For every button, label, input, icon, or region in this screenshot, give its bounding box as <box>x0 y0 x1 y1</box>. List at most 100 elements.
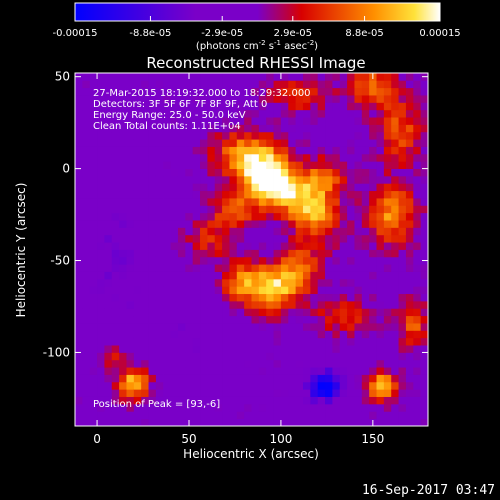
heatmap-cell <box>141 183 149 192</box>
heatmap-cell <box>133 190 142 199</box>
heatmap-cell <box>347 330 355 339</box>
heatmap-cell <box>251 212 260 221</box>
heatmap-cell <box>302 131 311 140</box>
heatmap-cell <box>354 73 363 81</box>
heatmap-cell <box>280 323 289 331</box>
heatmap-cell <box>222 403 230 412</box>
heatmap-cell <box>170 359 179 368</box>
heatmap-cell <box>244 308 252 317</box>
heatmap-cell <box>126 308 135 317</box>
heatmap-cell <box>405 264 414 272</box>
heatmap-cell <box>251 87 260 96</box>
heatmap-cell <box>332 131 341 140</box>
heatmap-cell <box>214 418 223 427</box>
heatmap-cell <box>214 300 223 309</box>
heatmap-cell <box>97 117 105 125</box>
heatmap-cell <box>244 146 252 155</box>
heatmap-cell <box>310 367 319 375</box>
heatmap-cell <box>258 300 267 309</box>
heatmap-cell <box>192 212 201 221</box>
heatmap-cell <box>170 131 179 140</box>
heatmap-cell <box>185 249 194 258</box>
heatmap-cell <box>75 87 83 96</box>
heatmap-cell <box>236 153 245 162</box>
heatmap-cell <box>111 102 120 111</box>
heatmap-cell <box>369 95 377 103</box>
heatmap-cell <box>155 242 164 250</box>
heatmap-cell <box>236 95 245 103</box>
heatmap-cell <box>413 198 422 206</box>
heatmap-cell <box>332 389 341 397</box>
heatmap-cell <box>280 293 289 302</box>
heatmap-cell <box>111 264 120 272</box>
heatmap-cell <box>361 242 370 250</box>
heatmap-cell <box>214 102 223 111</box>
heatmap-cell <box>82 278 91 287</box>
heatmap-cell <box>236 73 245 81</box>
heatmap-cell <box>295 300 304 309</box>
heatmap-cell <box>163 271 171 280</box>
heatmap-cell <box>163 242 171 250</box>
heatmap-cell <box>141 367 149 375</box>
heatmap-cell <box>288 102 297 111</box>
heatmap-cell <box>398 367 407 375</box>
heatmap-cell <box>332 146 341 155</box>
heatmap-cell <box>75 242 83 250</box>
heatmap-cell <box>347 345 355 353</box>
heatmap-cell <box>302 109 311 118</box>
heatmap-cell <box>354 242 363 250</box>
info-line: Detectors: 3F 5F 6F 7F 8F 9F, Att 0 <box>93 99 267 110</box>
y-tick-label: 0 <box>62 162 70 176</box>
heatmap-cell <box>391 212 399 221</box>
heatmap-cell <box>332 374 341 383</box>
heatmap-cell <box>163 330 171 339</box>
heatmap-cell <box>302 286 311 295</box>
heatmap-cell <box>251 220 260 228</box>
heatmap-cell <box>133 330 142 339</box>
heatmap-cell <box>163 117 171 125</box>
heatmap-cell <box>200 308 208 317</box>
heatmap-cell <box>266 87 274 96</box>
heatmap-cell <box>317 227 326 236</box>
heatmap-cell <box>295 352 304 361</box>
heatmap-cell <box>200 198 208 206</box>
heatmap-cell <box>141 396 149 405</box>
heatmap-cell <box>325 278 333 287</box>
heatmap-cell <box>170 293 179 302</box>
heatmap-cell <box>354 205 363 214</box>
heatmap-cell <box>222 109 230 118</box>
heatmap-cell <box>89 117 98 125</box>
heatmap-cell <box>413 403 422 412</box>
heatmap-cell <box>192 146 201 155</box>
heatmap-cell <box>420 117 429 125</box>
heatmap-cell <box>229 256 238 265</box>
heatmap-cell <box>302 352 311 361</box>
heatmap-cell <box>104 190 113 199</box>
heatmap-cell <box>207 367 216 375</box>
heatmap-cell <box>82 146 91 155</box>
heatmap-cell <box>391 146 399 155</box>
heatmap-cell <box>111 131 120 140</box>
heatmap-cell <box>229 293 238 302</box>
heatmap-cell <box>376 323 385 331</box>
heatmap-cell <box>192 234 201 243</box>
heatmap-cell <box>391 227 399 236</box>
heatmap-cell <box>155 418 164 427</box>
heatmap-cell <box>310 293 319 302</box>
colorbar-tick-label: -8.8e-05 <box>129 28 171 39</box>
heatmap-cell <box>280 300 289 309</box>
heatmap-cell <box>266 205 274 214</box>
heatmap-cell <box>317 80 326 89</box>
heatmap-cell <box>420 403 429 412</box>
heatmap-cell <box>155 337 164 346</box>
heatmap-cell <box>229 139 238 147</box>
heatmap-cell <box>126 315 135 324</box>
heatmap-cell <box>332 117 341 125</box>
heatmap-cell <box>288 190 297 199</box>
heatmap-cell <box>141 198 149 206</box>
heatmap-cell <box>258 278 267 287</box>
heatmap-cell <box>376 374 385 383</box>
heatmap-cell <box>236 293 245 302</box>
heatmap-cell <box>97 330 105 339</box>
heatmap-cell <box>251 278 260 287</box>
